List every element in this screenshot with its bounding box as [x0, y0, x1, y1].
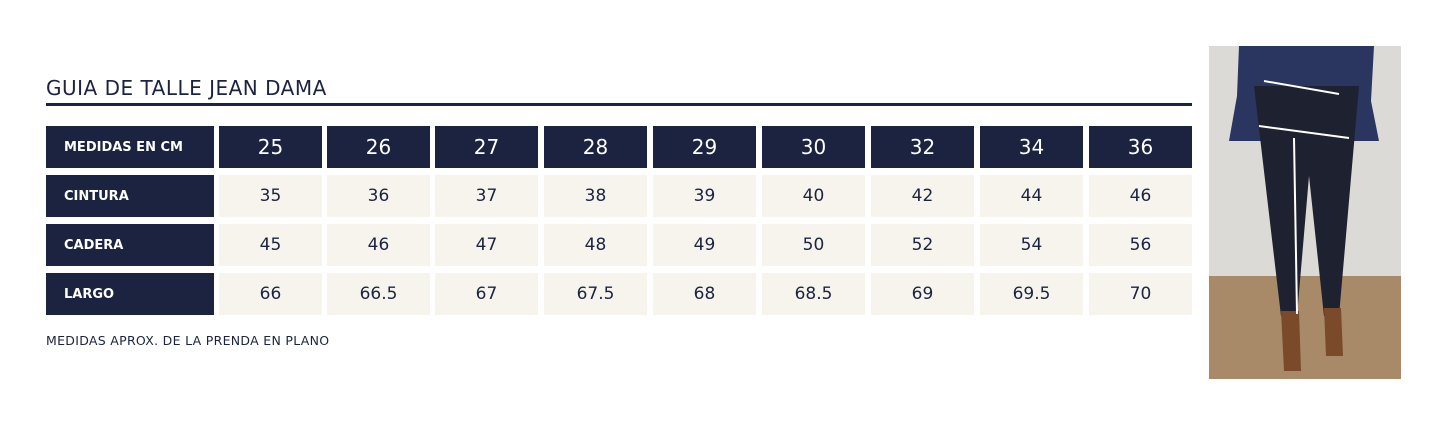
row-label: CINTURA	[46, 175, 214, 217]
measure-cell: 46	[327, 224, 430, 266]
measure-cell: 56	[1089, 224, 1192, 266]
measure-cell: 40	[762, 175, 865, 217]
footnote: MEDIDAS APROX. DE LA PRENDA EN PLANO	[46, 333, 330, 348]
measure-cell: 48	[544, 224, 647, 266]
title-rule	[46, 103, 1192, 106]
measure-cell: 36	[327, 175, 430, 217]
title: GUIA DE TALLE JEAN DAMA	[46, 76, 327, 100]
measure-cell: 68	[653, 273, 756, 315]
model-photo	[1209, 46, 1401, 379]
size-header: 28	[544, 126, 647, 168]
measure-cell: 45	[219, 224, 322, 266]
measure-cell: 44	[980, 175, 1083, 217]
measure-cell: 35	[219, 175, 322, 217]
size-header: 27	[435, 126, 538, 168]
measure-cell: 69	[871, 273, 974, 315]
measure-cell: 68.5	[762, 273, 865, 315]
size-header: 34	[980, 126, 1083, 168]
size-header: 30	[762, 126, 865, 168]
measure-cell: 50	[762, 224, 865, 266]
measure-cell: 69.5	[980, 273, 1083, 315]
size-header: 29	[653, 126, 756, 168]
measure-cell: 66	[219, 273, 322, 315]
measure-cell: 39	[653, 175, 756, 217]
measure-cell: 42	[871, 175, 974, 217]
row-label: LARGO	[46, 273, 214, 315]
size-header: 25	[219, 126, 322, 168]
measure-cell: 66.5	[327, 273, 430, 315]
size-header: 26	[327, 126, 430, 168]
row-label: CADERA	[46, 224, 214, 266]
measure-cell: 37	[435, 175, 538, 217]
measure-cell: 70	[1089, 273, 1192, 315]
measure-cell: 47	[435, 224, 538, 266]
measure-cell: 49	[653, 224, 756, 266]
measure-cell: 54	[980, 224, 1083, 266]
measure-cell: 46	[1089, 175, 1192, 217]
size-header: 32	[871, 126, 974, 168]
measure-cell: 38	[544, 175, 647, 217]
size-header: 36	[1089, 126, 1192, 168]
header-label: MEDIDAS EN CM	[46, 126, 214, 168]
measure-cell: 52	[871, 224, 974, 266]
measure-cell: 67.5	[544, 273, 647, 315]
measure-cell: 67	[435, 273, 538, 315]
